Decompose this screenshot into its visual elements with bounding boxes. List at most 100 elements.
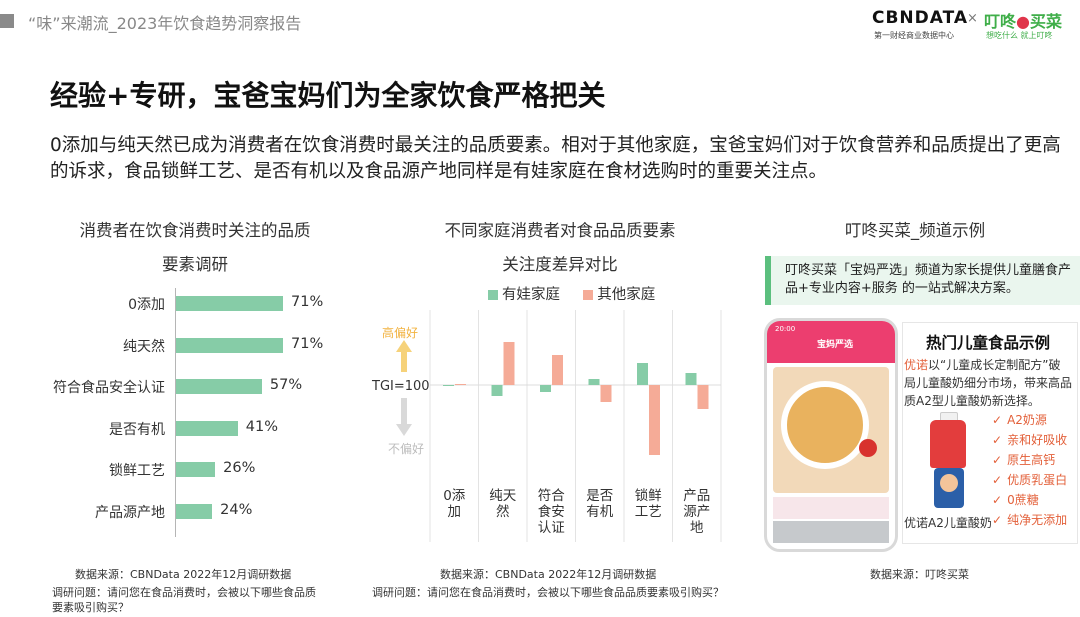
chart2-category-label: 符合 [538,488,566,504]
legend-swatch-other [583,290,594,300]
chart2-category-label: 有机 [586,504,614,520]
logo-separator: × [967,11,978,26]
check-icon: ✓ [992,433,1003,447]
chart1-category-label: 是否有机 [109,421,165,438]
chart1-value-label: 24% [220,501,253,518]
check-icon: ✓ [992,413,1003,427]
chart1-source: 数据来源：CBNData 2022年12月调研数据 [75,568,292,581]
phone-product-strip [773,497,889,519]
feature-label: 原生高钙 [1007,453,1056,467]
chart2-bar [491,385,503,396]
chart2-low-label: 不偏好 [388,441,424,456]
up-arrow-icon [396,340,412,372]
chart2-category-label: 是否 [586,488,613,504]
chart2-title: 不同家庭消费者对食品品质要素 关注度差异对比 [395,214,725,282]
example-callout: 叮咚买菜「宝妈严选」频道为家长提供儿童膳食产品+专业内容+服务 的一站式解决方案… [765,256,1080,305]
legend-label-kids: 有娃家庭 [502,287,560,303]
dingdong-logo-a: 叮咚 [984,12,1017,31]
yogurt-pouch-icon [930,420,966,468]
chart1-container: 0添加 71% 纯天然 71% 符合食品安全认证 57% 是否有机 41% 锁鲜工艺 26% 产品源… [0,0,360,617]
product-desc-text: 以“儿童成长定制配方”破局儿童酸奶细分市场，带来高品质A2型儿童酸奶新选择。 [904,358,1073,408]
phone-header [767,321,895,363]
page-title: 经验+专研，宝爸宝妈们为全家饮食严格把关 [50,79,606,112]
feature-label: 亲和好吸收 [1007,433,1068,447]
chart2-bar [443,385,454,386]
dingdong-slogan: 想吃什么 就上叮咚 [986,31,1053,40]
legend-label-other: 其他家庭 [597,287,656,303]
chart1-value-label: 41% [245,418,279,435]
chart2-category-label: 加 [448,504,462,520]
phone-bottom-image [773,521,889,543]
chart2-category-label: 地 [690,520,704,536]
chart2-bar [552,355,563,385]
chart1-value-label: 57% [269,377,303,393]
feature-label: 优质乳蛋白 [1007,473,1068,487]
feature-label: A2奶源 [1007,413,1047,427]
chart1-title: 消费者在饮食消费时关注的品质 要素调研 [40,214,350,282]
chart2-bar [697,385,709,409]
chart2-bar [455,384,466,385]
dingdong-logo-b: 买菜 [1029,12,1062,31]
chart1-category-label: 锁鲜工艺 [109,463,165,479]
chart2-tgi-label: TGI=100 [371,379,430,394]
chart2-category-label: 锁鲜 [635,488,662,504]
chart1-bar [176,420,238,436]
dingdong-logo: 叮咚●买菜 [984,8,1062,32]
feature-label: 纯净无添加 [1007,513,1068,527]
chart1-bar [176,337,283,353]
chart2-category-label: 工艺 [635,504,662,520]
chart1-category-label: 符合食品安全认证 [53,380,165,396]
example-source: 数据来源：叮咚买菜 [870,568,969,581]
report-title: “味”来潮流_2023年饮食趋势洞察报告 [28,14,302,33]
chart1-bar [176,379,262,394]
cbndata-logo-subtitle: 第一财经商业数据中心 [874,31,954,40]
chart2-legend: 有娃家庭 其他家庭 [488,283,655,304]
chart1-bar [176,462,216,477]
chart1-category-label: 0添加 [128,297,165,313]
chart2-category-label: 产品 [683,488,710,504]
callout-text: 叮咚买菜「宝妈严选」频道为家长提供儿童膳食产品+专业内容+服务 的一站式解决方案… [785,263,1072,296]
product-card-desc: 优诺以“儿童成长定制配方”破局儿童酸奶细分市场，带来高品质A2型儿童酸奶新选择。 [904,356,1072,410]
chart2-high-label: 高偏好 [382,325,418,340]
header-square-icon [0,14,14,28]
feature-item: ✓ 亲和好吸收 [992,430,1067,450]
chart2-source: 数据来源：CBNData 2022年12月调研数据 [440,568,657,581]
feature-item: ✓ 原生高钙 [992,450,1067,470]
chart2-bar [600,385,612,402]
legend-swatch-kids [488,290,498,300]
chart1-value-label: 71% [291,335,324,352]
feature-list: ✓ A2奶源 ✓ 亲和好吸收 ✓ 原生高钙 ✓ 优质乳蛋白 ✓ 0蔗糖 ✓ 纯净无添加 [992,410,1067,530]
phone-time: 20:00 [775,325,796,333]
chart2-bar [685,373,697,385]
check-icon: ✓ [992,493,1003,507]
chart2-category-label: 然 [496,503,510,520]
check-icon: ✓ [992,453,1003,467]
chart2-question: 调研问题：请问您在食品消费时，会被以下哪些食品品质要素吸引购买？ [372,586,724,599]
chart2-bar [503,342,515,385]
product-name: 优诺A2儿童酸奶 [904,516,992,530]
chart1-category-label: 纯天然 [123,338,165,355]
chart1-category-label: 产品源产地 [95,504,165,521]
chart1-bar [176,503,213,519]
feature-item: ✓ A2奶源 [992,410,1067,430]
chart1-bar [176,296,283,311]
chart2-title-line2: 关注度差异对比 [502,255,618,274]
down-arrow-icon [396,398,412,436]
chart2-bar [649,385,660,455]
feature-label: 0蔗糖 [1007,493,1039,507]
check-icon: ✓ [992,513,1003,527]
mascot-face-icon [940,474,958,492]
chart2-category-label: 源产 [683,504,710,520]
product-card-title: 热门儿童食品示例 [926,334,1051,352]
feature-item: ✓ 0蔗糖 [992,490,1067,510]
chart2-category-label: 0添 [443,488,466,504]
chart2-category-label: 纯天 [489,488,517,504]
chart2-category-label: 认证 [538,520,565,536]
chart2-bar [637,363,648,385]
feature-item: ✓ 优质乳蛋白 [992,470,1067,490]
check-icon: ✓ [992,473,1003,487]
chart2-bar [588,379,600,385]
strawberry-icon: ● [1016,12,1030,31]
chart2-category-label: 食安 [538,503,565,520]
